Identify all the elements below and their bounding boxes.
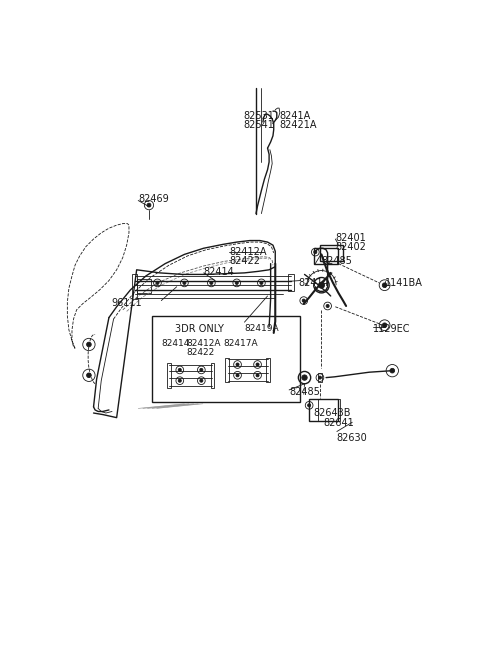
Circle shape [390, 369, 395, 373]
Text: 82417A: 82417A [223, 339, 258, 348]
Circle shape [147, 203, 151, 207]
Text: 82643B: 82643B [314, 409, 351, 419]
Text: 82531: 82531 [244, 111, 275, 121]
Text: 82402: 82402 [336, 242, 366, 252]
Text: 82412A: 82412A [186, 339, 220, 348]
Circle shape [302, 299, 305, 302]
Text: 96111: 96111 [111, 298, 142, 308]
Text: 82414: 82414 [204, 267, 234, 277]
Circle shape [326, 304, 329, 307]
Bar [167, 363, 170, 388]
Circle shape [318, 376, 322, 379]
Text: 82541: 82541 [244, 120, 275, 131]
Text: 82469: 82469 [138, 194, 169, 204]
Bar [318, 373, 322, 382]
Circle shape [156, 281, 159, 284]
Circle shape [256, 363, 259, 366]
Bar [225, 357, 229, 382]
Circle shape [200, 369, 203, 371]
Circle shape [210, 281, 213, 284]
Text: 8241A: 8241A [279, 111, 311, 121]
Circle shape [314, 250, 317, 254]
Text: 82414: 82414 [299, 277, 329, 288]
Text: 82630: 82630 [337, 433, 368, 443]
Circle shape [236, 374, 239, 377]
Text: 82485: 82485 [322, 256, 352, 266]
Text: 82422: 82422 [186, 348, 214, 357]
Circle shape [235, 281, 238, 284]
Circle shape [308, 404, 311, 407]
Text: 82641: 82641 [323, 419, 354, 428]
Text: 1129EC: 1129EC [373, 324, 410, 334]
Text: 1141BA: 1141BA [384, 277, 422, 288]
Bar [314, 248, 338, 263]
Bar [211, 363, 215, 388]
Circle shape [318, 282, 324, 288]
Bar [132, 275, 137, 299]
Text: 3DR ONLY: 3DR ONLY [175, 324, 224, 334]
Circle shape [256, 374, 259, 377]
Text: 82412A: 82412A [229, 246, 266, 257]
Circle shape [86, 373, 91, 378]
Circle shape [200, 379, 203, 382]
Bar [266, 357, 270, 382]
Circle shape [260, 281, 263, 284]
Circle shape [382, 323, 387, 328]
Text: 82422: 82422 [229, 256, 260, 266]
Circle shape [178, 369, 181, 371]
Bar [320, 245, 343, 261]
Circle shape [382, 283, 387, 288]
Bar [137, 279, 151, 293]
Text: 82485: 82485 [289, 387, 320, 397]
Circle shape [236, 363, 239, 366]
Circle shape [302, 375, 307, 380]
Bar [152, 316, 300, 402]
Text: 82414: 82414 [161, 339, 190, 348]
Circle shape [178, 379, 181, 382]
Text: 82419A: 82419A [244, 324, 279, 332]
Text: 82421A: 82421A [279, 120, 317, 131]
Bar [309, 399, 338, 420]
Text: 82401: 82401 [336, 233, 366, 243]
Circle shape [86, 342, 91, 347]
Bar [318, 399, 340, 420]
Circle shape [183, 281, 186, 284]
Bar [288, 275, 294, 291]
